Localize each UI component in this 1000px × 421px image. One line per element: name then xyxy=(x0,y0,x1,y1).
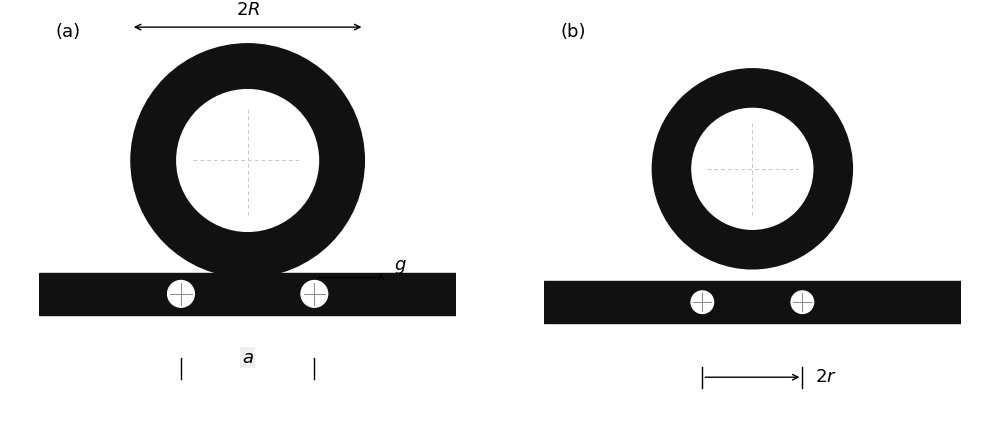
Circle shape xyxy=(177,90,319,232)
Circle shape xyxy=(301,280,328,307)
Circle shape xyxy=(168,280,194,307)
Text: (b): (b) xyxy=(561,23,586,41)
Circle shape xyxy=(131,44,364,277)
Circle shape xyxy=(692,108,813,229)
Circle shape xyxy=(691,291,714,314)
Circle shape xyxy=(791,291,814,314)
Text: $g$: $g$ xyxy=(394,258,406,276)
Bar xyxy=(39,273,456,315)
Text: $2R$: $2R$ xyxy=(236,1,260,19)
Text: $a$: $a$ xyxy=(242,349,254,367)
Text: (a): (a) xyxy=(56,23,81,41)
Bar xyxy=(544,281,961,323)
Circle shape xyxy=(652,69,852,269)
Text: $2r$: $2r$ xyxy=(815,368,837,386)
